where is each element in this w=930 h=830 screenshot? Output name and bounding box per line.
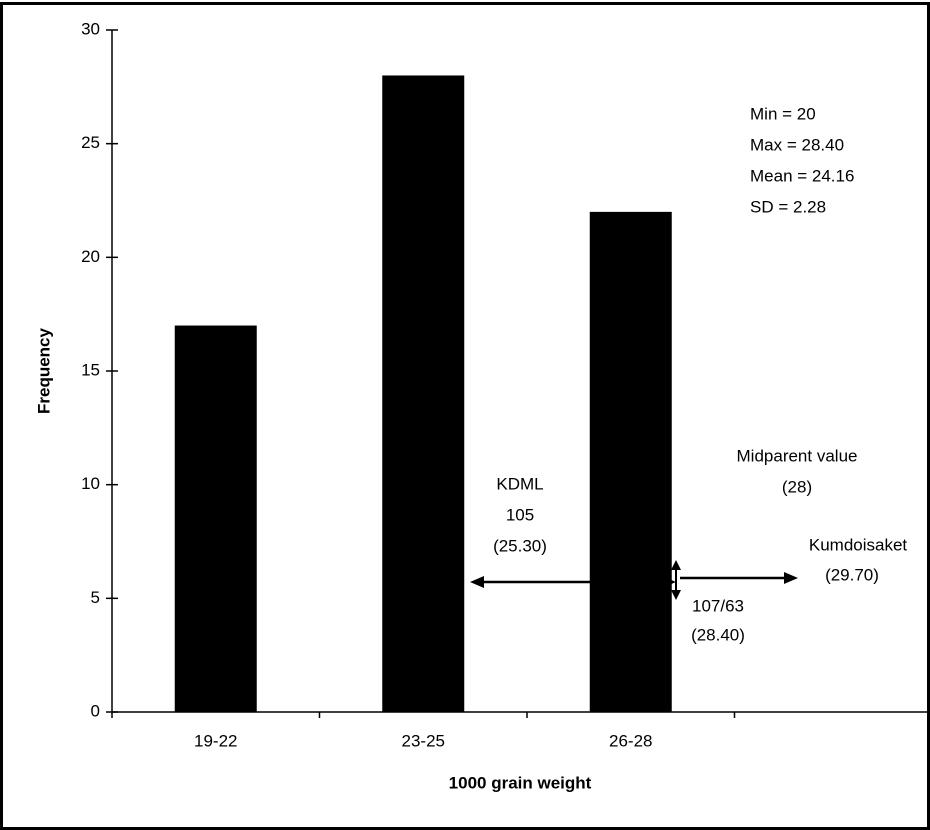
stat-text: Min = 20 (750, 104, 816, 123)
x-tick-label: 23-25 (402, 731, 445, 750)
annotation: 107/63 (692, 596, 744, 615)
annotation: Midparent value (737, 446, 858, 465)
y-tick-label: 5 (91, 588, 100, 607)
annotation: (29.70) (825, 565, 879, 584)
stat-text: Max = 28.40 (750, 135, 844, 154)
bar (175, 326, 257, 712)
annotation: (28) (782, 477, 812, 496)
chart: Frequency 1000 grain weight Min = 20 Max… (0, 0, 930, 830)
x-axis-label: 1000 grain weight (449, 773, 592, 792)
y-tick-label: 25 (81, 133, 100, 152)
arrow-head (671, 590, 681, 600)
bar (590, 212, 672, 712)
annotation: (25.30) (493, 536, 547, 555)
y-axis-label: Frequency (34, 327, 53, 414)
bar (382, 75, 464, 712)
arrow-head (784, 572, 798, 584)
y-tick-label: 30 (81, 19, 100, 38)
frame (2, 4, 929, 829)
arrow-head (470, 576, 484, 588)
annotation: Kumdoisaket (809, 535, 908, 554)
y-tick-label: 15 (81, 360, 100, 379)
annotation: 105 (506, 505, 534, 524)
x-tick-label: 19-22 (194, 731, 237, 750)
y-tick-label: 0 (91, 701, 100, 720)
annotation: (28.40) (691, 625, 745, 644)
x-tick-label: 26-28 (609, 731, 652, 750)
y-tick-label: 10 (81, 474, 100, 493)
y-tick-label: 20 (81, 247, 100, 266)
arrow-head (671, 560, 681, 570)
stat-text: Mean = 24.16 (750, 166, 854, 185)
annotation: KDML (496, 474, 543, 493)
stat-text: SD = 2.28 (750, 197, 826, 216)
